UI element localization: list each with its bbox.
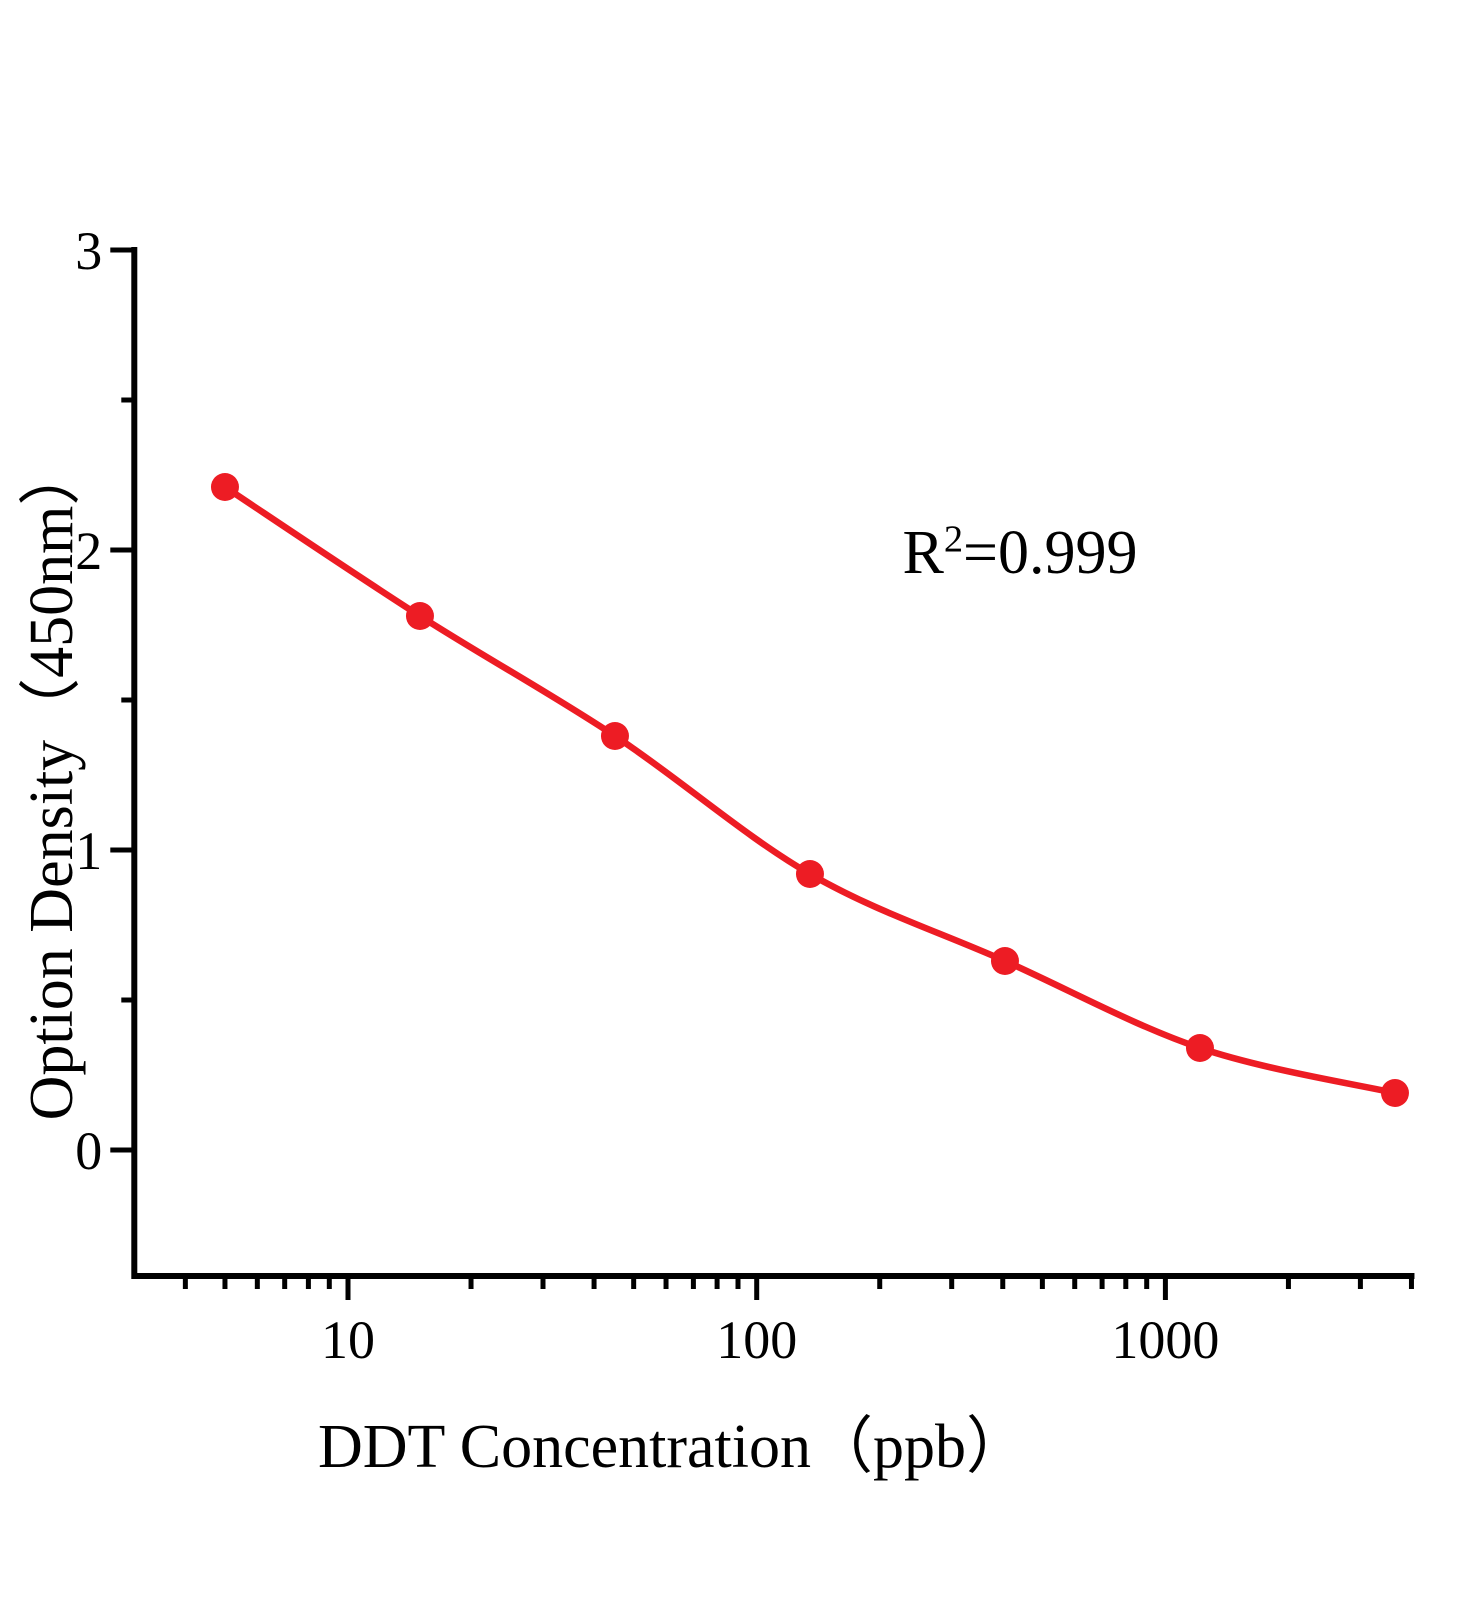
y-axis-title: Option Density（450nm） [18,443,86,1121]
data-point [1185,1034,1214,1062]
x-tick-label: 10 [321,1310,375,1370]
x-tick-label: 100 [716,1310,797,1370]
data-point [1380,1079,1409,1107]
data-point [795,860,824,888]
data-point [405,602,434,630]
data-point [210,473,239,501]
data-point [600,722,629,750]
r-squared-value: =0.999 [963,519,1138,587]
y-tick-label: 1 [75,821,102,881]
fit-curve [221,483,1399,1097]
x-axis-title: DDT Concentration（ppb） [317,1413,1029,1481]
axes-frame [131,247,1415,1279]
x-tick-label: 1000 [1111,1310,1219,1370]
r-squared-exponent: 2 [943,518,964,561]
r-squared-base: R [902,519,944,587]
y-tick-label: 2 [75,521,102,581]
r-squared-annotation: R2=0.999 [902,519,1138,587]
data-point [990,947,1019,975]
y-tick-label: 0 [75,1121,102,1181]
y-tick-label: 3 [75,221,102,281]
